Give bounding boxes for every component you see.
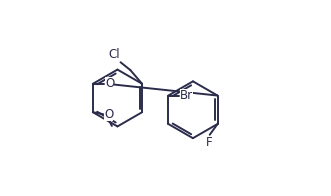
Text: Br: Br xyxy=(180,89,193,102)
Text: Cl: Cl xyxy=(108,48,120,61)
Text: O: O xyxy=(104,108,114,121)
Text: O: O xyxy=(105,77,115,90)
Text: F: F xyxy=(206,136,213,149)
